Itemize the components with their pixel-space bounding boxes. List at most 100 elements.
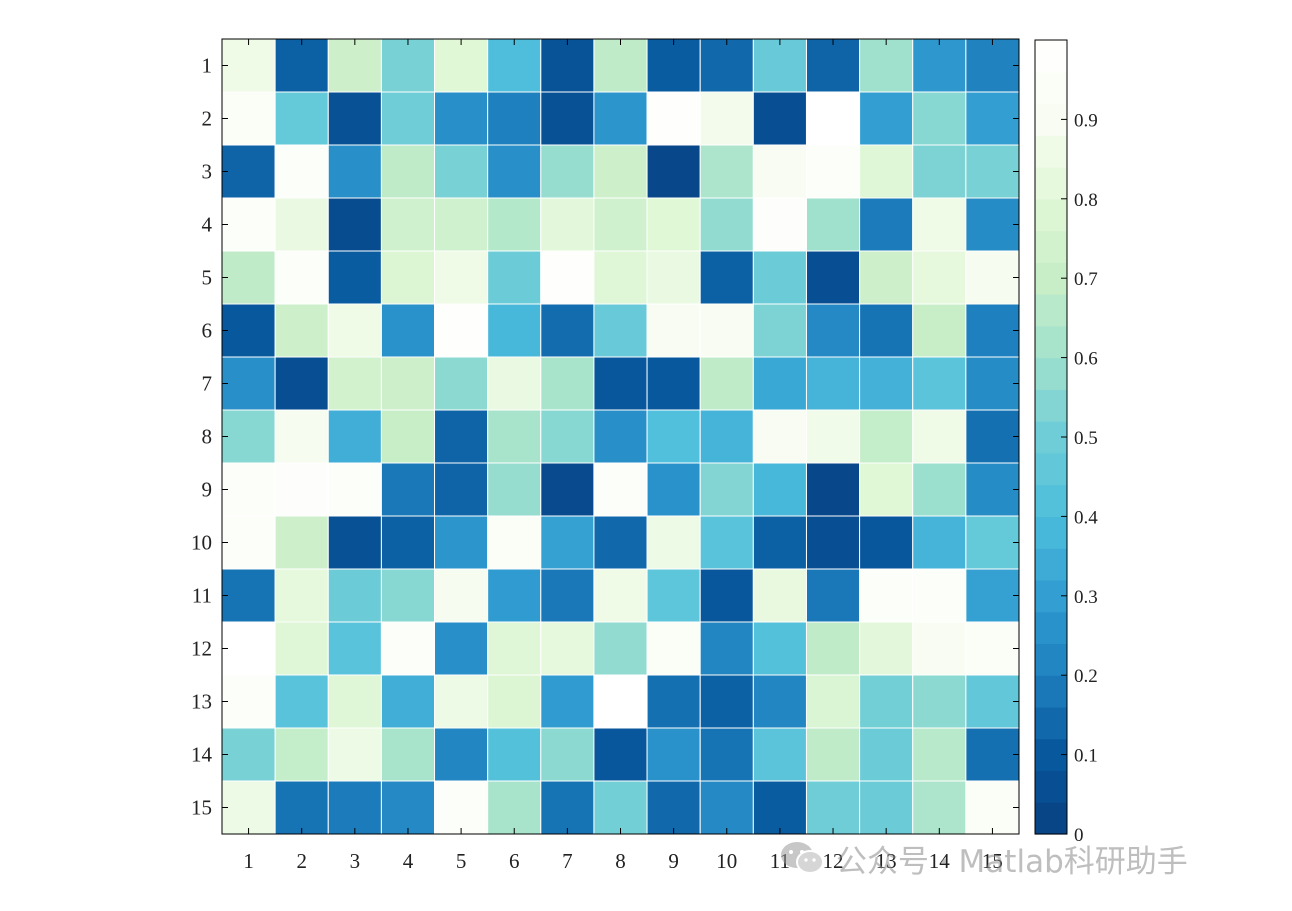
heatmap-cell (965, 568, 1020, 623)
heatmap-cell (593, 38, 648, 93)
heatmap-cell (434, 144, 489, 199)
heatmap-cell (646, 91, 701, 146)
heatmap-cell (593, 303, 648, 358)
heatmap-cell (752, 144, 807, 199)
heatmap-cell (274, 727, 329, 782)
heatmap-cell (593, 409, 648, 464)
heatmap-cell (274, 38, 329, 93)
heatmap-cell (327, 250, 382, 305)
heatmap-cell (752, 674, 807, 729)
colorbar-tick-label: 0.1 (1074, 746, 1098, 767)
heatmap-cell (752, 197, 807, 252)
heatmap-cell (327, 780, 382, 835)
heatmap-cell (380, 250, 436, 305)
colorbar-segment (1035, 40, 1067, 73)
heatmap-cell (965, 303, 1020, 358)
heatmap-cell (912, 144, 967, 199)
heatmap-cell (221, 250, 276, 305)
heatmap-cell (327, 462, 382, 517)
heatmap-cell (327, 303, 382, 358)
heatmap-cell (912, 38, 967, 93)
heatmap-cell (752, 250, 807, 305)
x-tick-label: 5 (456, 849, 467, 873)
x-tick-label: 1 (243, 849, 254, 873)
heatmap-cell (487, 144, 542, 199)
y-tick-label: 6 (202, 319, 213, 343)
heatmap-cell (646, 356, 701, 411)
heatmap-cell (965, 780, 1020, 835)
y-tick-label: 7 (202, 372, 213, 396)
heatmap-cell (699, 621, 754, 676)
heatmap-cell (699, 515, 754, 570)
colorbar-segment (1035, 294, 1067, 327)
heatmap-cell (859, 568, 914, 623)
heatmap-cell (912, 515, 967, 570)
heatmap-cell (912, 409, 967, 464)
colorbar-segment (1035, 675, 1067, 708)
colorbar-segment (1035, 198, 1067, 232)
heatmap-cell (859, 621, 914, 676)
y-tick-label: 11 (192, 584, 212, 608)
heatmap-cell (327, 674, 382, 729)
heatmap-cell (859, 780, 914, 835)
heatmap-cell (859, 409, 914, 464)
heatmap-cell (646, 621, 701, 676)
heatmap-cell (540, 727, 595, 782)
heatmap-cell (593, 515, 648, 570)
y-tick-label: 2 (202, 107, 213, 131)
heatmap-cell (274, 674, 329, 729)
y-tick-label: 15 (191, 796, 212, 820)
colorbar-segment (1035, 167, 1067, 200)
heatmap-cell (327, 621, 382, 676)
heatmap-cell (752, 568, 807, 623)
heatmap-cell (221, 409, 276, 464)
heatmap-cell (805, 568, 861, 623)
colorbar-segment (1035, 770, 1067, 803)
heatmap-cell (487, 674, 542, 729)
heatmap-cell (221, 568, 276, 623)
heatmap-cell (965, 727, 1020, 782)
colorbar-tick-label: 0.6 (1074, 349, 1098, 370)
heatmap-cell (699, 462, 754, 517)
heatmap-cell (487, 727, 542, 782)
heatmap-cell (221, 621, 276, 676)
heatmap-cell (380, 621, 436, 676)
colorbar-tick-label: 0.3 (1074, 587, 1098, 608)
colorbar-segment (1035, 643, 1067, 676)
heatmap-cell (540, 780, 595, 835)
heatmap-cell (965, 621, 1020, 676)
y-tick-label: 10 (191, 531, 212, 555)
heatmap-cell (699, 674, 754, 729)
heatmap-cell (540, 621, 595, 676)
heatmap-cell (912, 780, 967, 835)
heatmap-cell (752, 621, 807, 676)
heatmap-cell (965, 250, 1020, 305)
heatmap-cell (274, 462, 329, 517)
colorbar-segment (1035, 548, 1067, 581)
heatmap-cell (593, 144, 648, 199)
x-tick-label: 2 (296, 849, 307, 873)
heatmap-cell (380, 356, 436, 411)
colorbar-tick-label: 0.7 (1074, 269, 1098, 290)
heatmap-cell (912, 568, 967, 623)
colorbar (1034, 39, 1068, 835)
heatmap-cell (380, 674, 436, 729)
heatmap-cell (221, 356, 276, 411)
heatmap-cell (805, 621, 861, 676)
heatmap-cell (752, 462, 807, 517)
heatmap-cell (221, 462, 276, 517)
heatmap-cell (965, 197, 1020, 252)
heatmap-cell (327, 727, 382, 782)
x-tick-label: 15 (982, 849, 1003, 873)
heatmap-cell (646, 303, 701, 358)
heatmap-cell (487, 515, 542, 570)
colorbar-segment (1035, 389, 1067, 422)
heatmap-cell (221, 91, 276, 146)
heatmap-cell (859, 727, 914, 782)
heatmap-cell (487, 409, 542, 464)
heatmap-cell (221, 780, 276, 835)
heatmap-cell (912, 727, 967, 782)
heatmap-cell (752, 780, 807, 835)
